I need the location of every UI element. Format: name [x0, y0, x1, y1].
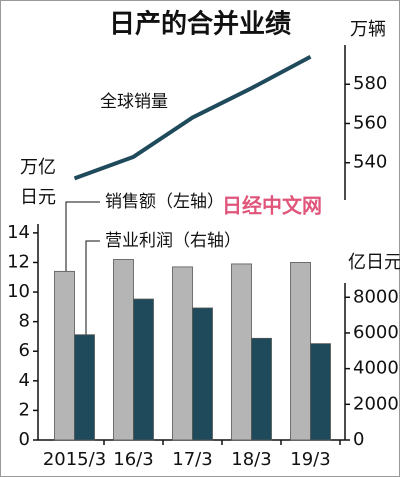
x-tick-label: 16/3 — [113, 449, 153, 470]
legend-label: 销售额（左轴） — [105, 192, 224, 212]
y-tick-label: 14 — [7, 222, 30, 243]
y-tick-label: 8 — [19, 311, 30, 332]
chart-title: 日产的合并业绩 — [109, 9, 291, 40]
y2-tick-label: 2000 — [353, 393, 399, 414]
y-axis-label: 日元 — [20, 187, 56, 208]
x-tick-label: 18/3 — [231, 449, 271, 470]
y-tick-label: 2 — [19, 399, 30, 420]
y3-tick-label: 540 — [353, 152, 387, 173]
y3-axis-label: 万辆 — [350, 19, 386, 40]
leader-line — [65, 201, 100, 280]
y-tick-label: 10 — [7, 281, 30, 302]
x-tick-label: 17/3 — [172, 449, 212, 470]
x-tick-label: 2015/3 — [43, 449, 106, 470]
y2-tick-label: 8000 — [353, 286, 399, 307]
y-tick-label: 12 — [7, 251, 30, 272]
legend-label: 营业利润（右轴） — [105, 231, 241, 251]
bar — [310, 343, 331, 441]
bar — [251, 337, 272, 441]
y-tick-label: 6 — [19, 340, 30, 361]
bar — [192, 307, 213, 441]
bar — [172, 266, 193, 441]
y2-tick-label: 4000 — [353, 358, 399, 379]
leader-line — [85, 240, 100, 345]
legend-label: 全球销量 — [100, 92, 168, 112]
bar — [231, 263, 252, 441]
y2-tick-label: 0 — [353, 429, 364, 450]
y-tick-label: 0 — [19, 429, 30, 450]
y3-tick-label: 580 — [353, 73, 387, 94]
y-axis-label: 万亿 — [20, 157, 56, 178]
bar — [54, 270, 75, 441]
bar — [290, 262, 311, 441]
y-tick-label: 4 — [19, 370, 30, 391]
y2-tick-label: 6000 — [353, 322, 399, 343]
watermark: 日经中文网 — [222, 194, 322, 218]
bar — [133, 298, 154, 441]
bar — [74, 334, 95, 441]
bar — [113, 259, 134, 441]
y3-tick-label: 560 — [353, 112, 387, 133]
x-tick-label: 19/3 — [290, 449, 330, 470]
y2-axis-label: 亿日元 — [348, 252, 400, 273]
line — [73, 55, 312, 181]
